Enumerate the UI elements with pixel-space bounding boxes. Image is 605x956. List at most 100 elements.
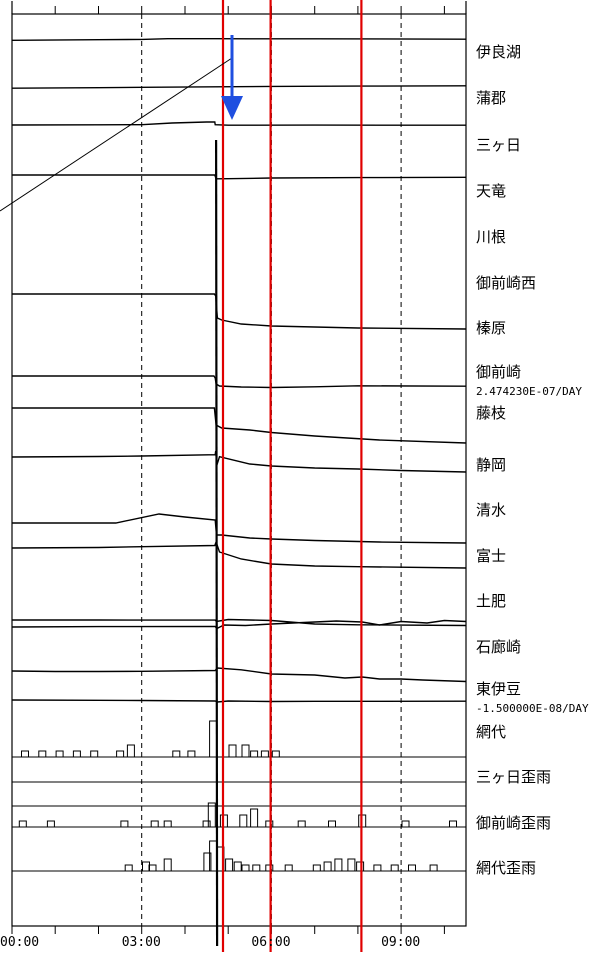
event-vertical-line bbox=[215, 139, 219, 947]
trace-line bbox=[11, 539, 467, 569]
rain-bar bbox=[241, 744, 250, 758]
rain-bar bbox=[373, 864, 382, 872]
label-ajiro-rain: 網代歪雨 bbox=[476, 859, 536, 877]
rain-bar bbox=[225, 858, 234, 872]
label-tenryu: 天竜 bbox=[476, 182, 506, 200]
traces bbox=[11, 38, 467, 703]
rain-bar bbox=[90, 750, 99, 758]
rain-bar bbox=[172, 750, 181, 758]
label-shizuoka: 静岡 bbox=[476, 456, 506, 474]
trace-line bbox=[11, 85, 467, 89]
x-tick-label: 00:00 bbox=[0, 935, 39, 950]
trace-line bbox=[12, 375, 467, 389]
x-tick-label: 09:00 bbox=[381, 935, 420, 950]
label-haibara: 榛原 bbox=[476, 319, 506, 337]
rain-bar bbox=[239, 814, 248, 828]
trace-line bbox=[11, 38, 467, 41]
plot-frame bbox=[11, 13, 467, 927]
trace-line bbox=[11, 121, 467, 126]
rain-bar bbox=[250, 750, 259, 758]
red-markers bbox=[221, 0, 363, 952]
rain-bar bbox=[120, 820, 129, 828]
rain-bar bbox=[207, 802, 216, 828]
trace-line bbox=[11, 450, 467, 473]
label-irozaki: 石廊崎 bbox=[476, 638, 521, 656]
rain-bar bbox=[241, 864, 250, 872]
rain-bar bbox=[148, 864, 157, 872]
trace-line bbox=[11, 699, 467, 703]
rain-bar bbox=[408, 864, 416, 872]
label-kawane: 川根 bbox=[476, 228, 506, 246]
rain-bar bbox=[55, 750, 64, 758]
rain-bar bbox=[18, 820, 27, 828]
event-line bbox=[215, 139, 219, 947]
label-omaezaki: 御前崎 bbox=[476, 363, 521, 381]
rain-bar bbox=[265, 864, 274, 872]
trace-line bbox=[11, 667, 467, 683]
rain-bar bbox=[265, 820, 274, 828]
label-omaezaki-nishi: 御前崎西 bbox=[476, 274, 536, 292]
rain-bar bbox=[163, 858, 172, 872]
rain-bar bbox=[328, 820, 336, 828]
rain-bar bbox=[252, 864, 261, 872]
label-ajiro: 網代 bbox=[476, 723, 506, 741]
rain-bar bbox=[356, 861, 365, 872]
label-shimizu: 清水 bbox=[476, 501, 506, 519]
rain-bar bbox=[233, 861, 242, 872]
rain-bar bbox=[334, 858, 343, 872]
rain-bar bbox=[187, 750, 196, 758]
rain-bar bbox=[124, 864, 133, 872]
station-labels: 伊良湖 蒲郡 三ヶ日 天竜 川根 御前崎西 榛原 御前崎 2.474230E-0… bbox=[476, 43, 589, 877]
label-fuji: 富士 bbox=[476, 547, 506, 565]
blue-arrow bbox=[221, 35, 243, 120]
label-omaezaki-rain: 御前崎歪雨 bbox=[476, 814, 551, 832]
rain-bar bbox=[390, 864, 399, 872]
rain-bar bbox=[126, 744, 135, 758]
rain-bar bbox=[449, 820, 457, 828]
rain-bar bbox=[203, 852, 212, 872]
label-higashi-izu: 東伊豆 bbox=[476, 680, 521, 698]
rain-bar bbox=[312, 864, 321, 872]
rain-bars bbox=[12, 720, 466, 872]
rain-bar bbox=[116, 750, 125, 758]
label-mikkabi: 三ヶ日 bbox=[476, 136, 521, 154]
label-omaezaki-rate: 2.474230E-07/DAY bbox=[476, 385, 582, 398]
rain-bar bbox=[21, 750, 29, 758]
label-gamagori: 蒲郡 bbox=[476, 89, 506, 107]
rain-bar bbox=[250, 808, 259, 828]
blue-arrow-head bbox=[221, 96, 243, 120]
trace-line bbox=[12, 513, 467, 544]
label-irago: 伊良湖 bbox=[476, 43, 521, 61]
rain-bar bbox=[271, 750, 280, 758]
trace-line bbox=[12, 174, 467, 180]
rain-bar bbox=[72, 750, 81, 758]
trace-line bbox=[12, 407, 467, 444]
x-tick-label: 06:00 bbox=[251, 935, 290, 950]
rain-bar bbox=[142, 861, 150, 872]
trace-line bbox=[12, 293, 467, 330]
label-mikkabi-rain: 三ヶ日歪雨 bbox=[476, 768, 551, 786]
x-tick-label: 03:00 bbox=[122, 935, 161, 950]
rain-bar bbox=[401, 820, 410, 828]
annotation-diagonal-line bbox=[0, 57, 233, 212]
rain-bar bbox=[323, 861, 332, 872]
rain-bar bbox=[297, 820, 306, 828]
rain-bar bbox=[38, 750, 47, 758]
rain-bar bbox=[228, 744, 237, 758]
tick-marks bbox=[11, 6, 445, 934]
rain-bar bbox=[260, 750, 269, 758]
label-fujieda: 藤枝 bbox=[476, 404, 506, 422]
rain-bar bbox=[284, 864, 293, 872]
label-toi: 土肥 bbox=[476, 592, 506, 610]
rain-bar bbox=[46, 820, 55, 828]
x-tick-labels: 00:00 03:00 06:00 09:00 bbox=[0, 935, 420, 950]
rain-bar bbox=[209, 720, 218, 758]
rain-bar bbox=[429, 864, 438, 872]
rain-bar bbox=[163, 820, 172, 828]
label-higashi-izu-rate: -1.500000E-08/DAY bbox=[476, 702, 589, 715]
rain-bar bbox=[347, 858, 356, 872]
rain-bar bbox=[150, 820, 159, 828]
rain-bar bbox=[202, 820, 211, 828]
